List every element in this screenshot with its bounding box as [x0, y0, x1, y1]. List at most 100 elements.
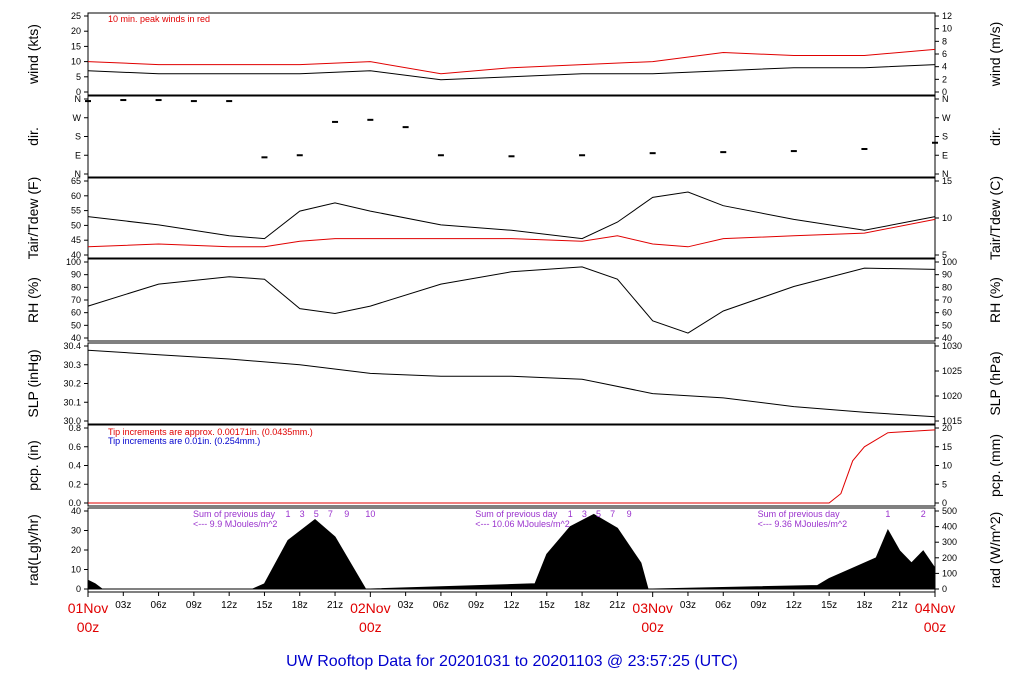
- left-tick-label: 30.0: [63, 416, 81, 426]
- ylabel-right: dir.: [987, 127, 1003, 146]
- panel-note: 10 min. peak winds in red: [108, 14, 210, 24]
- right-tick-label: 1025: [942, 366, 962, 376]
- right-tick-label: 50: [942, 320, 952, 330]
- dir-mark: [120, 99, 127, 102]
- right-tick-label: 40: [942, 333, 952, 343]
- left-tick-label: 30.4: [63, 341, 81, 351]
- x-tick-label: 03z: [115, 600, 131, 611]
- dir-mark: [508, 155, 515, 158]
- solar-sum-label: <--- 9.9 MJoules/m^2: [193, 519, 278, 529]
- left-tick-label: 0.8: [68, 423, 81, 433]
- x-tick-label: 09z: [750, 600, 766, 611]
- dir-mark: [790, 150, 797, 153]
- right-tick-label: 100: [942, 257, 957, 267]
- right-tick-label: N: [942, 169, 949, 179]
- x-tick-label: 18z: [574, 600, 590, 611]
- ylabel-left: pcp. (in): [25, 440, 41, 491]
- x-tick-label: 12z: [221, 600, 237, 611]
- ylabel-right: pcp. (mm): [987, 434, 1003, 497]
- x-tick-label: 21z: [327, 600, 343, 611]
- left-tick-label: 70: [71, 295, 81, 305]
- chart-footer-title: UW Rooftop Data for 20201031 to 20201103…: [286, 653, 738, 670]
- x-tick-label: 12z: [503, 600, 519, 611]
- ylabel-left: SLP (inHg): [25, 349, 41, 417]
- right-tick-label: 5: [942, 479, 947, 489]
- sun-hour-tick: 5: [314, 509, 319, 519]
- x-tick-label: 12z: [786, 600, 802, 611]
- right-tick-label: 1030: [942, 341, 962, 351]
- sun-hour-tick: 1: [568, 509, 573, 519]
- panel-frame: [87, 342, 936, 425]
- left-tick-label: 25: [71, 11, 81, 21]
- left-tick-label: 90: [71, 270, 81, 280]
- right-tick-label: E: [942, 150, 948, 160]
- x-tick-label: 09z: [186, 600, 202, 611]
- left-tick-label: 0.4: [68, 461, 81, 471]
- right-tick-label: 70: [942, 295, 952, 305]
- x-day-hour-label: 00z: [641, 619, 664, 635]
- right-tick-label: 90: [942, 270, 952, 280]
- right-tick-label: 4: [942, 62, 947, 72]
- right-tick-label: 2: [942, 74, 947, 84]
- right-tick-label: 400: [942, 522, 957, 532]
- x-day-label: 02Nov: [350, 600, 390, 616]
- dir-mark: [226, 100, 233, 103]
- x-tick-label: 15z: [821, 600, 837, 611]
- dir-mark: [932, 141, 938, 144]
- x-tick-label: 06z: [715, 600, 731, 611]
- dir-mark: [579, 154, 586, 157]
- left-tick-label: 0.6: [68, 442, 81, 452]
- sun-hour-tick: 7: [328, 509, 333, 519]
- dir-mark: [296, 154, 303, 157]
- series-line-1: [87, 218, 936, 248]
- x-tick-label: 06z: [433, 600, 449, 611]
- left-tick-label: 60: [71, 308, 81, 318]
- sun-hour-tick: 9: [344, 509, 349, 519]
- x-day-hour-label: 00z: [924, 619, 947, 635]
- left-tick-label: 20: [71, 26, 81, 36]
- dir-mark: [155, 99, 162, 102]
- left-tick-label: 55: [71, 206, 81, 216]
- solar-sum-label: Sum of previous day: [758, 509, 841, 519]
- left-tick-label: 10: [71, 57, 81, 67]
- series-area-0: [87, 513, 936, 590]
- left-tick-label: 20: [71, 545, 81, 555]
- left-tick-label: E: [75, 150, 81, 160]
- series-line-0: [88, 429, 936, 504]
- x-tick-label: 03z: [398, 600, 414, 611]
- ylabel-right: rad (W/m^2): [987, 512, 1003, 589]
- panel-note: Tip increments are 0.01in. (0.254mm.): [108, 436, 260, 446]
- ylabel-left: wind (kts): [25, 24, 41, 85]
- dir-mark: [649, 152, 656, 155]
- left-tick-label: 10: [71, 565, 81, 575]
- left-tick-label: S: [75, 132, 81, 142]
- right-tick-label: 5: [942, 250, 947, 260]
- left-tick-label: 5: [76, 72, 81, 82]
- dir-mark: [720, 151, 727, 154]
- right-tick-label: 60: [942, 308, 952, 318]
- right-tick-label: 80: [942, 282, 952, 292]
- left-tick-label: 0.2: [68, 479, 81, 489]
- right-tick-label: 1015: [942, 416, 962, 426]
- x-tick-label: 09z: [468, 600, 484, 611]
- right-tick-label: S: [942, 132, 948, 142]
- dir-mark: [332, 120, 339, 123]
- x-day-label: 03Nov: [632, 600, 672, 616]
- dir-mark: [402, 126, 409, 129]
- right-tick-label: 0: [942, 87, 947, 97]
- sun-hour-tick: 10: [365, 509, 375, 519]
- right-tick-label: 0: [942, 584, 947, 594]
- panel-slp: SLP (inHg) SLP (hPa) 30.0 30.1 30.2 30.3 30.4 1…: [25, 341, 1003, 426]
- ylabel-left: rad(Lgly/hr): [25, 514, 41, 586]
- sun-hour-tick: 1: [285, 509, 290, 519]
- left-tick-label: 30.2: [63, 379, 81, 389]
- x-tick-label: 06z: [151, 600, 167, 611]
- ylabel-right: SLP (hPa): [987, 351, 1003, 415]
- x-tick-label: 18z: [856, 600, 872, 611]
- left-tick-label: W: [73, 113, 82, 123]
- x-axis: 03z 06z 09z 12z 15z 18z 21z 03z 06z 09z 12z 15z 18z 2…: [68, 592, 955, 635]
- dir-mark: [861, 148, 868, 150]
- ylabel-right: wind (m/s): [987, 22, 1003, 88]
- right-tick-label: N: [942, 94, 949, 104]
